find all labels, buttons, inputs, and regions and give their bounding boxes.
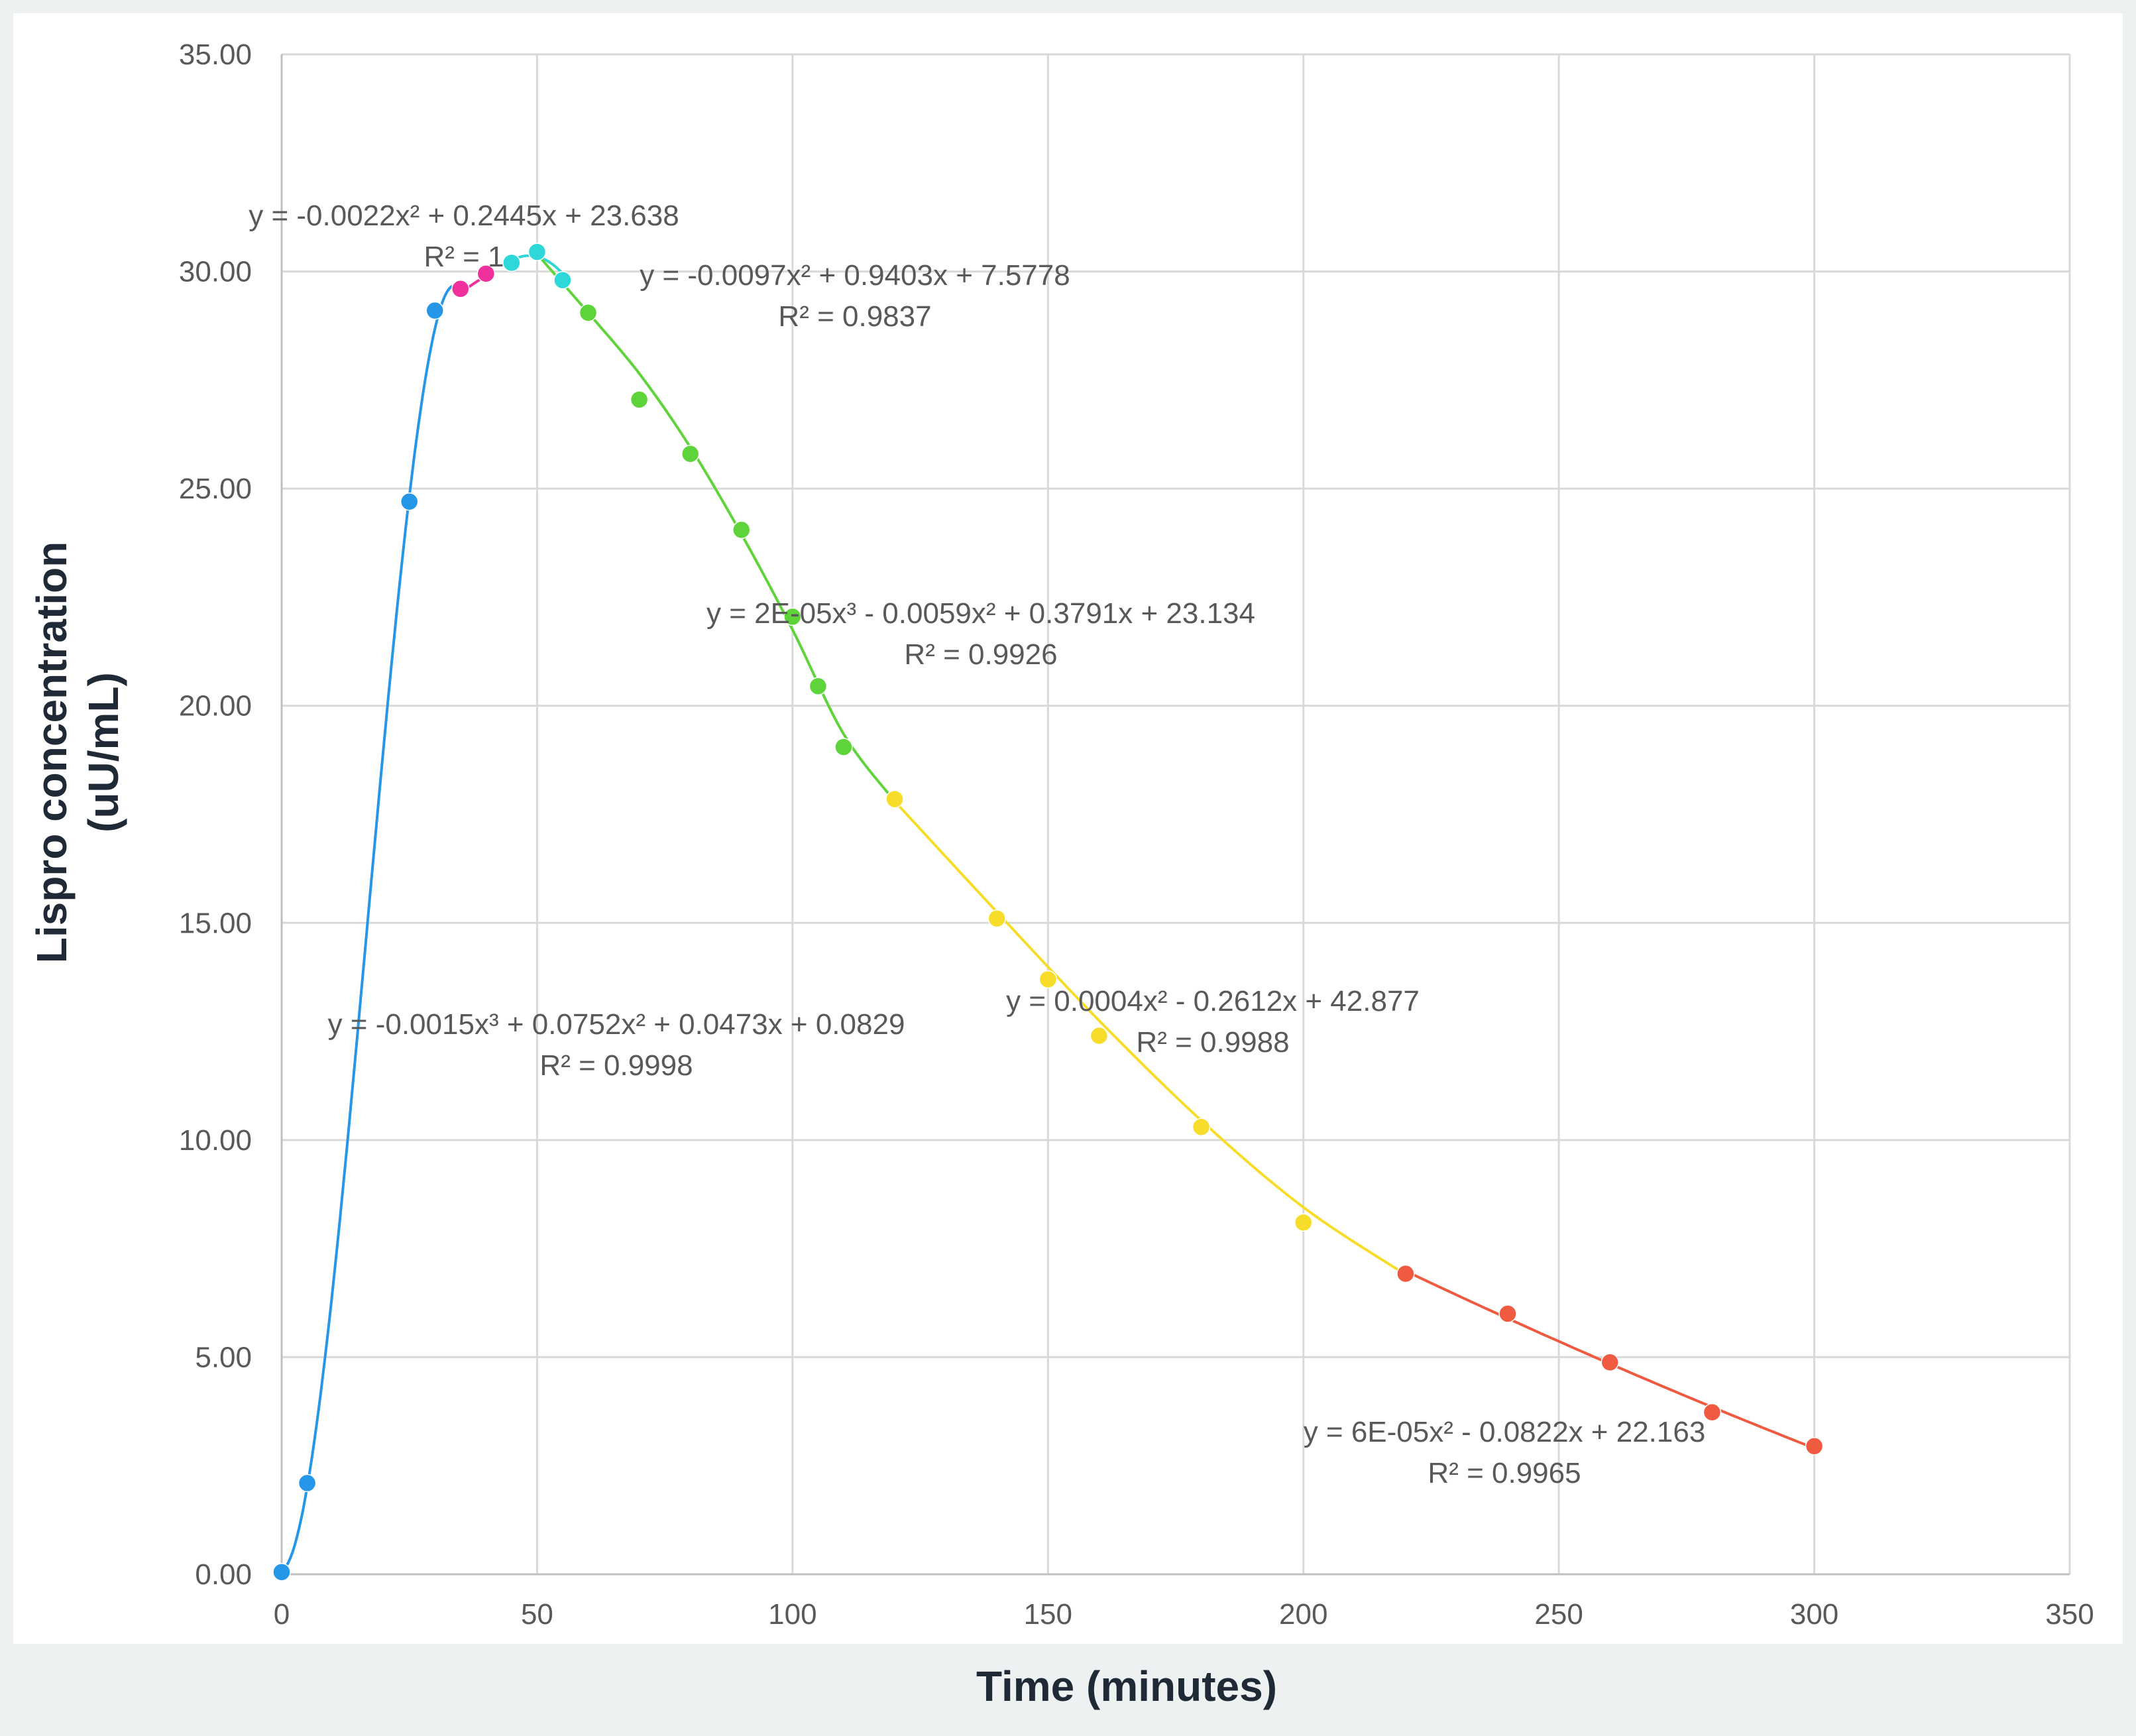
data-point — [1396, 1264, 1415, 1283]
trendline-r2: R² = 0.9965 — [1428, 1457, 1581, 1489]
data-point — [630, 390, 649, 409]
data-point — [1805, 1436, 1824, 1456]
data-point — [400, 492, 419, 511]
x-tick-label: 50 — [521, 1598, 553, 1631]
trendline-equations: y = -0.0015x³ + 0.0752x² + 0.0473x + 0.0… — [249, 200, 1705, 1489]
data-point — [732, 520, 751, 540]
x-tick-label: 150 — [1024, 1598, 1072, 1631]
x-tick-label: 350 — [2045, 1598, 2094, 1631]
data-point — [1498, 1304, 1517, 1323]
data-point — [451, 280, 470, 298]
trendline-equation: y = -0.0097x² + 0.9403x + 7.5778 — [640, 259, 1070, 292]
y-tick-label: 15.00 — [179, 907, 252, 939]
trendline-equation: y = 2E-05x³ - 0.0059x² + 0.3791x + 23.13… — [706, 597, 1255, 630]
x-axis-title: Time (minutes) — [976, 1662, 1277, 1710]
y-tick-label: 35.00 — [179, 38, 252, 71]
trendline-r2: R² = 0.9998 — [539, 1049, 693, 1082]
x-tick-label: 250 — [1534, 1598, 1583, 1631]
trendline-equation: y = 0.0004x² - 0.2612x + 42.877 — [1006, 985, 1420, 1017]
data-point — [1703, 1403, 1722, 1422]
trendline-equation: y = 6E-05x² - 0.0822x + 22.163 — [1304, 1416, 1706, 1448]
x-tick-label: 300 — [1790, 1598, 1838, 1631]
x-tick-label: 200 — [1279, 1598, 1327, 1631]
plot-background — [13, 13, 2123, 1644]
x-tick-label: 0 — [274, 1598, 290, 1631]
data-point — [1294, 1213, 1313, 1232]
data-point — [783, 607, 802, 626]
data-point — [987, 909, 1006, 928]
data-point — [1601, 1353, 1619, 1372]
tick-labels: 0 50 100 150 200 250 300 350 0.00 5.00 10.00 15.00 2… — [179, 38, 2094, 1631]
gridlines — [282, 53, 2071, 1574]
data-point — [885, 789, 904, 809]
axes — [280, 54, 2070, 1576]
trendline-r2: R² = 0.9837 — [778, 300, 931, 333]
data-point — [681, 444, 700, 463]
data-point — [579, 304, 598, 322]
data-point — [298, 1474, 317, 1493]
trendline — [893, 800, 1407, 1276]
y-tick-label: 5.00 — [195, 1341, 252, 1373]
x-tick-label: 100 — [768, 1598, 816, 1631]
data-point — [502, 253, 521, 272]
data-point — [1039, 970, 1058, 989]
data-point — [553, 270, 572, 290]
data-point — [1090, 1026, 1109, 1045]
trendline-r2: R² = 0.9926 — [904, 638, 1057, 671]
trendline — [535, 253, 896, 803]
y-axis-title: Lispro concentration (uU/mL) — [28, 542, 127, 964]
data-point — [425, 301, 445, 320]
data-point — [834, 738, 853, 756]
trendline — [280, 284, 456, 1572]
y-axis-title-line2: (uU/mL) — [80, 672, 127, 833]
y-tick-label: 0.00 — [195, 1558, 252, 1591]
y-axis-title-line1: Lispro concentration — [28, 542, 76, 964]
y-tick-label: 25.00 — [179, 473, 252, 505]
data-point — [528, 243, 547, 261]
y-tick-label: 20.00 — [179, 690, 252, 723]
data-point — [809, 677, 828, 695]
data-point — [477, 264, 496, 283]
trendline-r2: R² = 1 — [423, 241, 504, 273]
data-point — [272, 1562, 291, 1582]
trendline-equation: y = -0.0022x² + 0.2445x + 23.638 — [249, 200, 679, 232]
data-point — [1192, 1118, 1211, 1136]
trendline-equation: y = -0.0015x³ + 0.0752x² + 0.0473x + 0.0… — [328, 1008, 905, 1041]
trendline-r2: R² = 0.9988 — [1136, 1026, 1289, 1059]
y-tick-label: 30.00 — [179, 256, 252, 288]
y-tick-label: 10.00 — [179, 1124, 252, 1157]
data-points — [272, 243, 1824, 1582]
